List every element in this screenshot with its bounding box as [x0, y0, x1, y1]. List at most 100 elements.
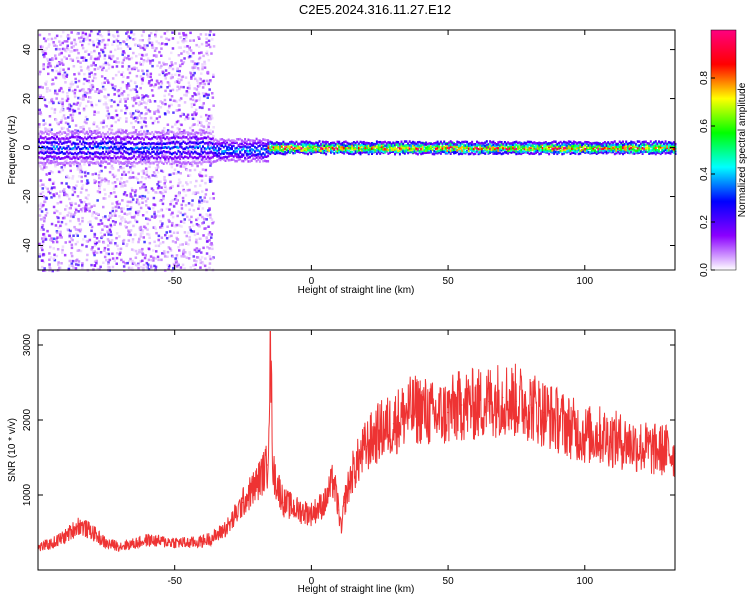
heatmap-cell [158, 61, 161, 64]
heatmap-cell [282, 147, 285, 151]
heatmap-cell [489, 151, 492, 154]
heatmap-cell [88, 127, 91, 130]
heatmap-cell [146, 136, 149, 139]
heatmap-cell [83, 200, 86, 204]
heatmap-cell [116, 244, 119, 248]
heatmap-cell [165, 187, 168, 191]
heatmap-cell [84, 32, 87, 36]
heatmap-cell [98, 52, 101, 55]
heatmap-cell [80, 158, 83, 162]
heatmap-cell [362, 146, 365, 150]
heatmap-cell [122, 265, 126, 268]
heatmap-cell [81, 46, 85, 50]
heatmap-cell [88, 238, 92, 242]
heatmap-cell [202, 102, 205, 105]
heatmap-cell [195, 112, 198, 115]
heatmap-cell [485, 140, 488, 143]
heatmap-cell [205, 151, 208, 155]
heatmap-cell [513, 146, 516, 149]
heatmap-cell [162, 188, 166, 192]
heatmap-cell [165, 231, 168, 234]
heatmap-cell [361, 143, 364, 146]
heatmap-cell [287, 146, 290, 149]
heatmap-cell [91, 79, 95, 83]
heatmap-cell [147, 142, 150, 145]
heatmap-cell [390, 148, 393, 151]
heatmap-cell [574, 145, 577, 149]
heatmap-cell [106, 225, 109, 228]
heatmap-cell [60, 119, 63, 122]
heatmap-cell [148, 152, 151, 156]
heatmap-cell [194, 159, 198, 163]
heatmap-cell [141, 194, 144, 198]
heatmap-cell [525, 148, 528, 151]
heatmap-cell [170, 224, 174, 227]
heatmap-cell [403, 147, 406, 150]
heatmap-cell [169, 140, 172, 144]
heatmap-cell [87, 42, 91, 46]
heatmap-cell [507, 146, 510, 149]
heatmap-cell [448, 148, 451, 152]
heatmap-cell [138, 147, 141, 151]
heatmap-cell [380, 149, 383, 153]
heatmap-cell [308, 146, 311, 150]
heatmap-cell [60, 262, 63, 265]
heatmap-cell [38, 85, 41, 89]
heatmap-cell [200, 162, 203, 165]
heatmap-cell [142, 172, 146, 175]
heatmap-cell [176, 231, 179, 234]
heatmap-cell [147, 99, 150, 103]
heatmap-cell [70, 41, 74, 44]
heatmap-cell [76, 32, 79, 36]
heatmap-cell [558, 146, 560, 150]
heatmap-cell [564, 143, 567, 147]
heatmap-cell [74, 124, 78, 127]
heatmap-cell [59, 151, 62, 154]
heatmap-cell [121, 80, 125, 84]
heatmap-cell [99, 219, 103, 222]
heatmap-cell [52, 155, 55, 158]
heatmap-cell [99, 180, 103, 184]
heatmap-cell [188, 126, 192, 130]
heatmap-cell [138, 157, 141, 161]
heatmap-cell [132, 38, 135, 41]
heatmap-cell [587, 146, 590, 149]
heatmap-cell [436, 150, 439, 153]
heatmap-cell [97, 161, 100, 164]
heatmap-cell [356, 150, 359, 153]
heatmap-cell [97, 42, 100, 45]
heatmap-cell [589, 142, 592, 145]
heatmap-cell [249, 152, 252, 156]
heatmap-cell [83, 141, 86, 145]
heatmap-cell [498, 151, 501, 155]
heatmap-cell [191, 60, 195, 63]
heatmap-cell [222, 141, 225, 144]
heatmap-cell [582, 149, 585, 153]
heatmap-cell [403, 152, 406, 155]
heatmap-cell [40, 246, 43, 249]
heatmap-cell [44, 127, 47, 130]
heatmap-cell [433, 142, 436, 145]
heatmap-cell [211, 139, 214, 143]
heatmap-cell [199, 33, 203, 36]
heatmap-cell [197, 156, 200, 160]
heatmap-cell [148, 37, 151, 40]
heatmap-cell [146, 146, 149, 150]
heatmap-cell [114, 109, 118, 112]
heatmap-cell [250, 159, 253, 162]
heatmap-cell [84, 50, 87, 53]
heatmap-cell [66, 122, 70, 126]
heatmap-cell [207, 225, 210, 228]
heatmap-cell [134, 157, 137, 161]
heatmap-cell [148, 80, 151, 83]
heatmap-cell [566, 141, 569, 145]
heatmap-cell [151, 142, 154, 145]
heatmap-cell [116, 30, 119, 34]
heatmap-cell [188, 55, 192, 58]
heatmap-cell [138, 251, 141, 254]
heatmap-cell [174, 137, 177, 140]
heatmap-cell [174, 145, 177, 148]
heatmap-cell [190, 105, 194, 109]
heatmap-cell [258, 160, 261, 163]
heatmap-cell [480, 144, 483, 147]
